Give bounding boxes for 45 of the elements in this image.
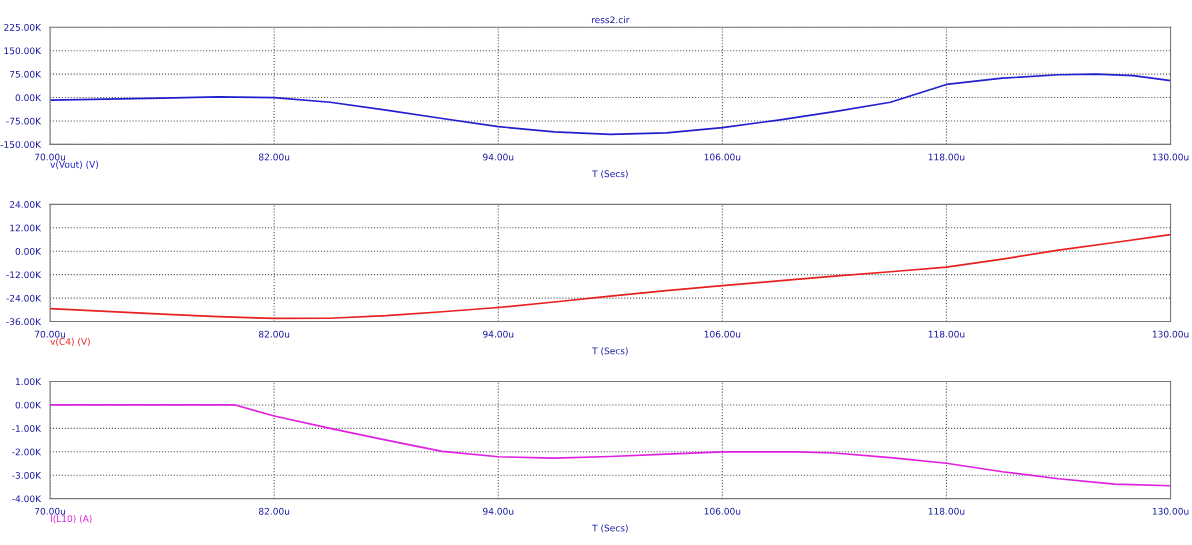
- y-tick-label: 12.00K: [10, 224, 42, 232]
- x-tick-label: 130.00u: [1152, 507, 1189, 515]
- text: v(C4) (V): [50, 337, 90, 346]
- x-tick-label: 106.00u: [704, 153, 741, 161]
- y-tick-label: -12.00K: [6, 271, 42, 279]
- x-tick-label: 82.00u: [258, 507, 290, 515]
- y-tick-label: 75.00K: [10, 70, 42, 78]
- y-tick-label: 150.00K: [4, 47, 42, 55]
- chart-title: ress2.cir: [591, 16, 630, 24]
- x-axis-title: T (Secs): [592, 347, 628, 356]
- x-tick-label: 70.00u: [35, 153, 66, 161]
- y-tick-label: 1.00K: [16, 378, 42, 386]
- y-tick-label: 225.00K: [4, 23, 42, 31]
- x-tick-label: 106.00u: [704, 507, 741, 515]
- y-tick-label: -4.00K: [12, 495, 42, 503]
- x-tick-label: 82.00u: [258, 330, 290, 338]
- line-series: [50, 404, 1171, 487]
- y-tick-label: 0.00K: [15, 247, 42, 255]
- text: I(L10) (A): [50, 515, 92, 524]
- y-tick-label: -36.00K: [6, 318, 42, 326]
- x-tick-label: 70.00u: [35, 507, 66, 515]
- x-axis-title: T (Secs): [592, 170, 628, 179]
- x-tick-label: 130.00u: [1152, 330, 1189, 338]
- x-tick-label: 118.00u: [928, 330, 965, 338]
- y-tick-label: 0.00K: [15, 401, 42, 409]
- y-tick-label: -24.00K: [6, 294, 42, 302]
- x-tick-label: 94.00u: [483, 507, 514, 515]
- x-tick-label: 118.00u: [928, 153, 965, 161]
- y-tick-label: -150.00K: [0, 141, 42, 148]
- x-tick-label: 118.00u: [928, 507, 965, 515]
- x-axis-title: T (Secs): [592, 524, 628, 533]
- x-tick-label: 94.00u: [483, 153, 514, 161]
- x-tick-label: 106.00u: [704, 330, 741, 338]
- y-tick-label: -75.00K: [6, 117, 42, 125]
- y-tick-label: 24.00K: [9, 201, 42, 208]
- y-tick-label: -1.00K: [12, 425, 42, 432]
- x-tick-label: 70.00u: [35, 330, 66, 338]
- x-tick-label: 130.00u: [1152, 153, 1189, 161]
- line-series: [50, 73, 1171, 136]
- text: v(Vout) (V): [50, 160, 99, 169]
- x-tick-label: 82.00u: [258, 153, 290, 161]
- y-tick-label: -3.00K: [12, 471, 42, 479]
- y-tick-label: -2.00K: [12, 448, 42, 456]
- x-tick-label: 94.00u: [483, 330, 514, 338]
- y-tick-label: 0.00K: [15, 94, 42, 102]
